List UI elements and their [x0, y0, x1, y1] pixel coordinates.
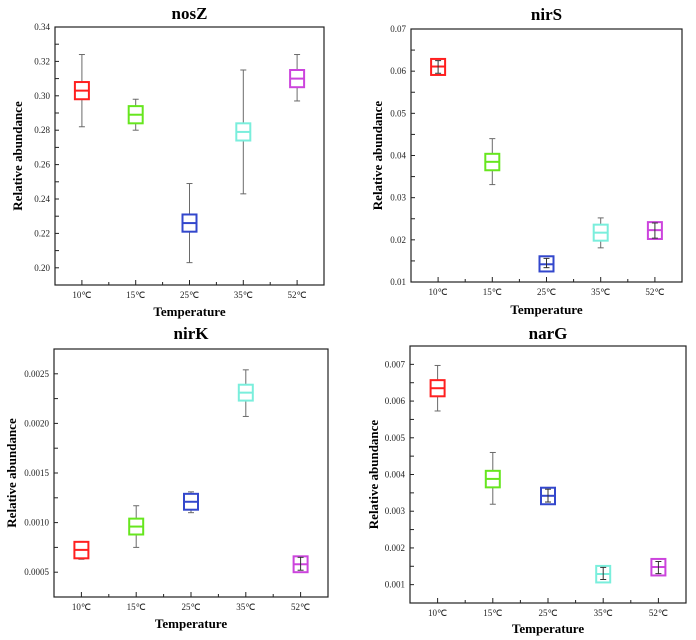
y-tick-label: 0.004: [385, 470, 406, 480]
chart-title: nosZ: [172, 4, 208, 23]
box-35℃: [237, 369, 254, 417]
y-tick-label: 0.20: [34, 263, 50, 273]
x-tick-label: 15℃: [483, 287, 502, 297]
y-tick-label: 0.28: [34, 125, 50, 135]
box-15℃: [128, 505, 145, 548]
panel-nosZ: nosZ Temperature Relative abundance 0.20 0.2…: [10, 4, 325, 319]
x-tick-label: 52℃: [291, 602, 310, 612]
box-15℃: [127, 98, 144, 131]
box-52℃: [289, 54, 306, 102]
y-tick-label: 0.005: [385, 433, 406, 443]
y-tick-label: 0.01: [390, 277, 406, 287]
x-tick-label: 35℃: [234, 290, 253, 300]
box-10℃: [73, 540, 90, 560]
x-tick-label: 25℃: [180, 290, 199, 300]
box-52℃: [650, 557, 667, 577]
box-52℃: [646, 221, 663, 240]
box-35℃: [592, 217, 609, 249]
y-tick-label: 0.001: [385, 580, 405, 590]
x-tick-label: 25℃: [537, 287, 556, 297]
box-10℃: [429, 364, 446, 412]
box-52℃: [292, 555, 309, 574]
y-tick-label: 0.007: [385, 359, 406, 369]
box-15℃: [484, 451, 501, 505]
box-10℃: [430, 57, 447, 76]
y-tick-label: 0.26: [34, 160, 50, 170]
x-tick-label: 52℃: [288, 290, 307, 300]
panel-nirK: nirK Temperature Relative abundance 0.0005 0…: [4, 324, 329, 631]
x-tick-label: 10℃: [72, 290, 91, 300]
y-axis-label: Relative abundance: [370, 101, 385, 211]
x-tick-label: 10℃: [72, 602, 91, 612]
box-10℃: [73, 54, 90, 128]
box-35℃: [595, 564, 612, 584]
y-tick-label: 0.002: [385, 543, 405, 553]
y-tick-label: 0.006: [385, 396, 406, 406]
y-tick-label: 0.32: [34, 56, 50, 66]
panel-narG: narG Temperature Relative abundance 0.001 0.…: [366, 324, 687, 636]
y-tick-label: 0.02: [390, 235, 406, 245]
y-tick-label: 0.34: [34, 22, 50, 32]
chart-title: narG: [529, 324, 568, 343]
y-tick-label: 0.0010: [24, 518, 49, 528]
box-25℃: [183, 491, 199, 514]
x-tick-label: 25℃: [181, 602, 200, 612]
box-25℃: [540, 486, 556, 506]
box-35℃: [235, 69, 252, 195]
x-axis-label: Temperature: [510, 302, 582, 317]
x-tick-label: 25℃: [538, 608, 557, 618]
y-tick-label: 0.0015: [24, 468, 49, 478]
y-tick-label: 0.06: [390, 66, 406, 76]
plot-frame: [53, 348, 329, 598]
x-axis-label: Temperature: [512, 621, 584, 636]
y-tick-label: 0.03: [390, 193, 406, 203]
y-tick-label: 0.0020: [24, 418, 49, 428]
x-tick-label: 15℃: [483, 608, 502, 618]
y-axis-label: Relative abundance: [10, 101, 25, 211]
y-tick-label: 0.003: [385, 506, 406, 516]
plot-frame: [410, 28, 683, 283]
x-tick-label: 15℃: [126, 290, 145, 300]
panel-nirS: nirS Temperature Relative abundance 0.01 0.0…: [370, 5, 683, 317]
box-25℃: [538, 255, 555, 273]
x-tick-label: 35℃: [591, 287, 610, 297]
x-tick-label: 15℃: [127, 602, 146, 612]
x-tick-label: 52℃: [645, 287, 664, 297]
y-tick-label: 0.0025: [24, 369, 49, 379]
y-tick-label: 0.22: [34, 228, 50, 238]
x-tick-label: 10℃: [428, 608, 447, 618]
chart-title: nirS: [531, 5, 562, 24]
y-tick-label: 0.07: [390, 24, 406, 34]
y-tick-label: 0.24: [34, 194, 50, 204]
y-tick-label: 0.04: [390, 151, 406, 161]
plot-frame: [409, 345, 687, 604]
y-tick-label: 0.30: [34, 91, 50, 101]
x-axis-label: Temperature: [155, 616, 227, 631]
x-tick-label: 10℃: [429, 287, 448, 297]
x-tick-label: 35℃: [236, 602, 255, 612]
y-axis-label: Relative abundance: [4, 418, 19, 528]
y-tick-label: 0.0005: [24, 567, 49, 577]
y-tick-label: 0.05: [390, 108, 406, 118]
x-tick-label: 52℃: [649, 608, 668, 618]
chart-title: nirK: [174, 324, 210, 343]
x-tick-label: 35℃: [594, 608, 613, 618]
box-15℃: [484, 138, 501, 186]
y-axis-label: Relative abundance: [366, 420, 381, 530]
x-axis-label: Temperature: [153, 304, 225, 319]
box-25℃: [181, 183, 198, 264]
